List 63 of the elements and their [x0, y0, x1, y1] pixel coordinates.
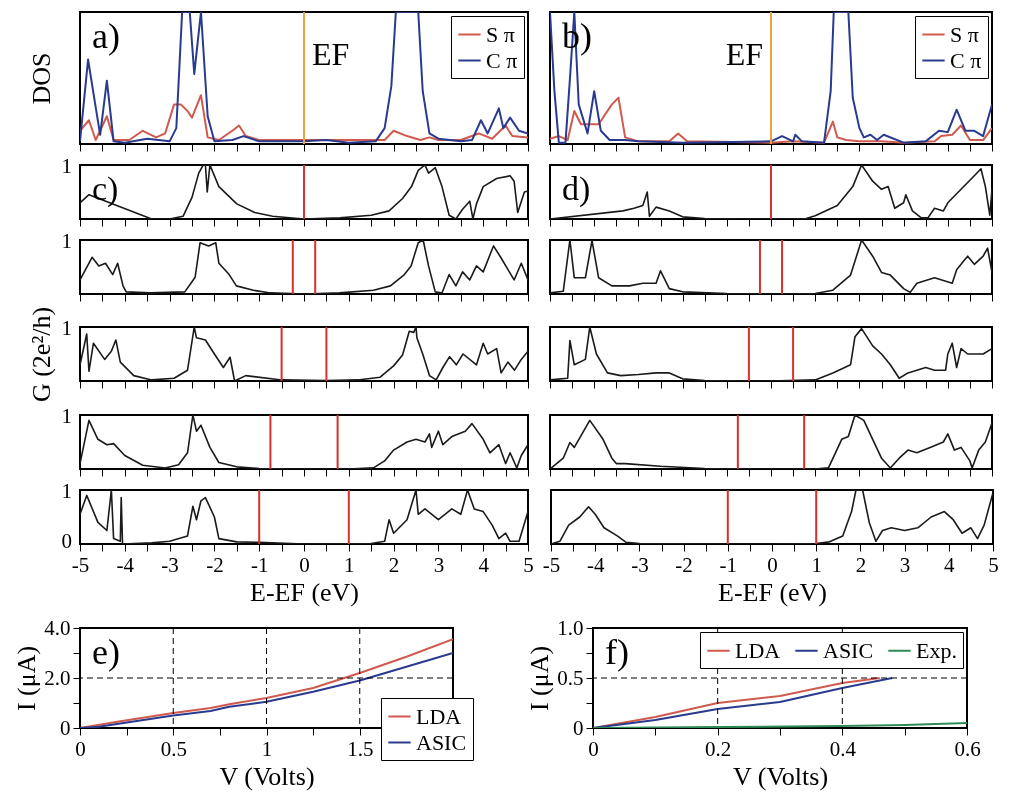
legend-label: LDA	[416, 703, 462, 729]
legend-label: LDA	[735, 637, 781, 663]
x-tick-label: 4	[944, 552, 956, 577]
text: 1	[61, 404, 72, 428]
y-axis-title: DOS	[26, 52, 56, 105]
x-tick-label: -3	[631, 552, 649, 577]
x-tick-label: 5	[988, 552, 999, 577]
legend-label: C π	[486, 47, 518, 73]
ref-line-label: EF	[725, 36, 763, 72]
x-axis-title: E-EF (eV)	[717, 577, 828, 607]
x-tick-label: 0.5	[160, 736, 187, 761]
legend-label: C π	[950, 47, 982, 73]
x-tick-label: 3	[899, 552, 911, 577]
annotation: f)	[605, 632, 629, 672]
annotation: c)	[92, 170, 119, 208]
annotation: e)	[92, 632, 120, 672]
x-tick-label: -2	[206, 552, 224, 577]
x-tick-label: -5	[542, 552, 561, 577]
x-tick-label: 1.5	[347, 736, 374, 761]
x-tick-label: 3	[433, 552, 445, 577]
x-tick-label: 2	[388, 552, 400, 577]
x-tick-label: -4	[586, 552, 605, 577]
text: 1	[61, 154, 72, 178]
x-tick-label: 0	[299, 552, 310, 577]
y-tick-label: 1.0	[557, 615, 584, 640]
x-tick-label: -1	[250, 552, 269, 577]
x-tick-label: 1	[811, 552, 822, 577]
x-tick-label: 0.6	[954, 736, 981, 761]
text: 1	[61, 229, 72, 253]
x-tick-label: 2	[855, 552, 867, 577]
legend-label: ASIC	[416, 729, 467, 755]
text: 1	[61, 316, 72, 340]
annotation: a)	[92, 16, 120, 56]
legend-label: ASIC	[823, 637, 874, 663]
x-tick-label: -4	[116, 552, 135, 577]
x-tick-label: -1	[719, 552, 738, 577]
x-tick-label: 0.2	[705, 736, 732, 761]
annotation: d)	[562, 170, 591, 208]
legend-label: Exp.	[916, 637, 957, 663]
y-axis-title: I (μA)	[525, 645, 555, 712]
x-tick-label: -3	[161, 552, 179, 577]
x-tick-label: 4	[478, 552, 490, 577]
y-tick-label: 4.0	[44, 615, 71, 640]
x-tick-label: 0.4	[829, 736, 857, 761]
y-tick-label: 2.0	[44, 665, 71, 690]
x-axis-title: V (Volts)	[219, 761, 315, 791]
x-tick-label: 5	[523, 552, 534, 577]
x-tick-label: 1	[261, 736, 273, 761]
y-tick-label: 0	[60, 715, 71, 740]
x-tick-label: -5	[71, 552, 90, 577]
y-axis-title: G (2e²/h)	[26, 306, 56, 403]
x-axis-title: E-EF (eV)	[249, 577, 360, 607]
text: 1	[61, 479, 72, 503]
y-tick-label: 0	[573, 715, 584, 740]
y-axis-title: I (μA)	[12, 645, 42, 712]
x-tick-label: 0	[767, 552, 778, 577]
ref-line-label: EF	[312, 36, 350, 72]
y-tick-label: 0.5	[557, 665, 584, 690]
x-tick-label: -2	[675, 552, 693, 577]
legend-label: S π	[950, 21, 979, 47]
x-tick-label: 1	[344, 552, 355, 577]
legend-label: S π	[486, 21, 515, 47]
x-axis-title: V (Volts)	[732, 761, 829, 791]
